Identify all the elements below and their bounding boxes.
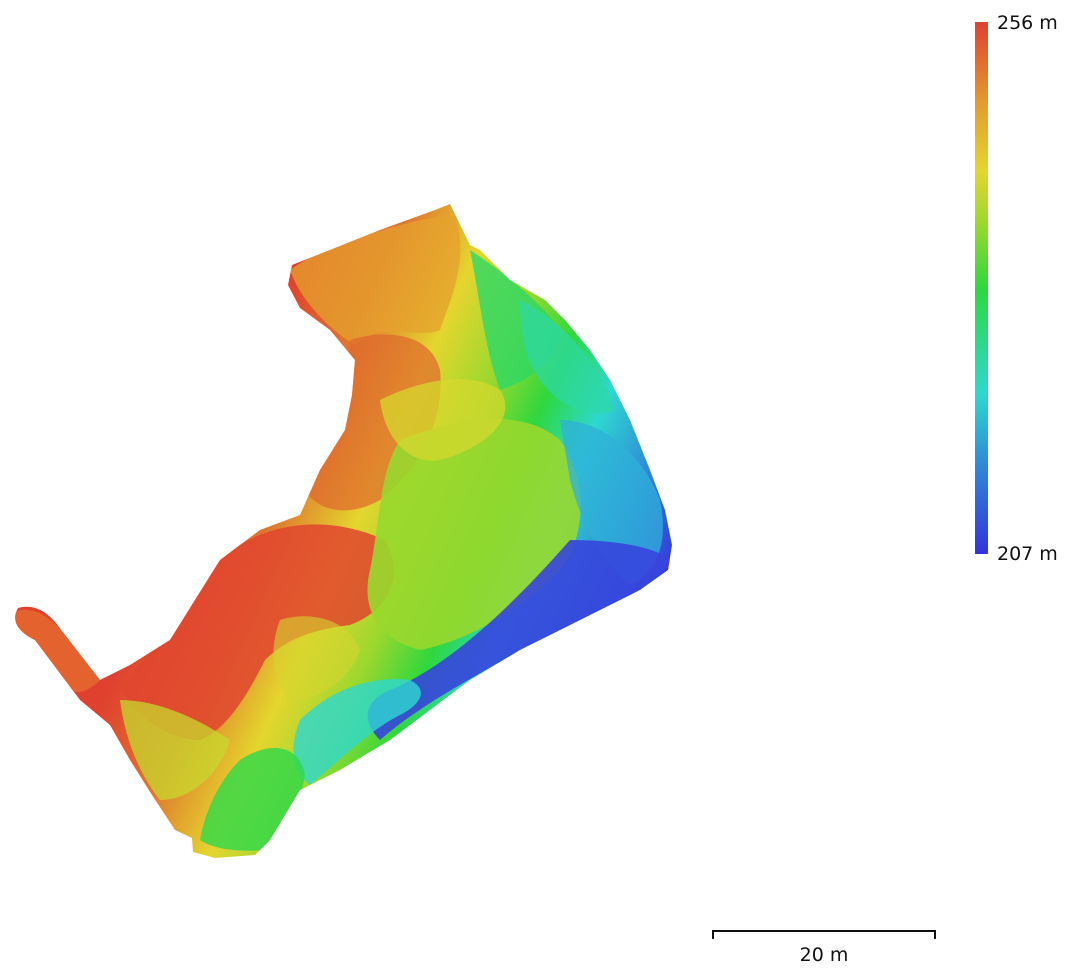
elevation-legend-colorbar	[975, 22, 988, 554]
scale-bar-line	[712, 930, 936, 932]
scale-bar	[712, 926, 936, 939]
legend-min-label: 207 m	[997, 543, 1058, 565]
legend-max-label: 256 m	[997, 12, 1058, 34]
scale-bar-label: 20 m	[799, 944, 849, 966]
scale-bar-left-tick	[712, 930, 714, 939]
scale-bar-right-tick	[934, 930, 936, 939]
